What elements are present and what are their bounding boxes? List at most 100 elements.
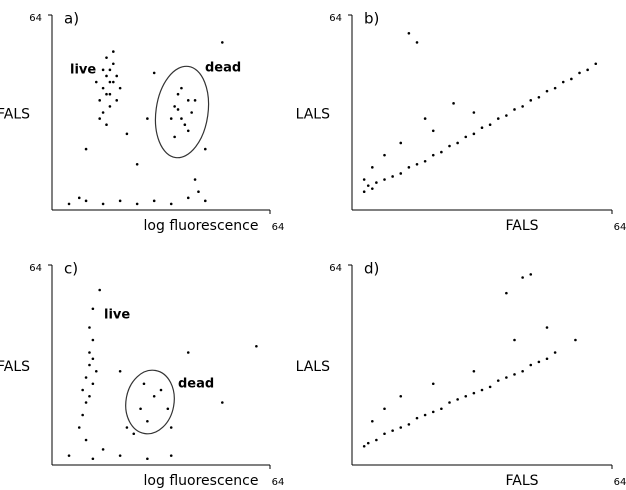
dot [139, 407, 142, 411]
dot [407, 423, 411, 426]
dot [190, 111, 193, 114]
gate [154, 65, 210, 159]
x-tick-label: 64 [272, 477, 285, 488]
dot [81, 388, 84, 392]
dot [101, 202, 105, 206]
dot [383, 178, 386, 181]
dot [108, 92, 112, 96]
dot [67, 454, 71, 457]
dot [496, 117, 500, 120]
dot [125, 132, 129, 136]
dot [186, 196, 190, 200]
dot [118, 369, 122, 373]
dot [391, 429, 394, 432]
dot [81, 413, 84, 417]
dot [570, 77, 573, 81]
dot [105, 74, 108, 78]
annotation: dead [205, 61, 241, 76]
dot [472, 369, 476, 373]
dot [183, 123, 187, 126]
dot [456, 398, 459, 401]
dot [472, 111, 476, 114]
panel-label: a) [64, 10, 79, 28]
dot [203, 199, 207, 203]
dot [101, 111, 105, 114]
dot [142, 382, 146, 386]
dot [545, 326, 549, 329]
dot [88, 394, 91, 398]
dot [118, 454, 122, 457]
dot [472, 391, 476, 395]
dot [391, 175, 394, 178]
dot [180, 117, 183, 120]
dot [166, 407, 170, 411]
dot [112, 80, 115, 84]
dot [440, 150, 443, 154]
dot [193, 99, 197, 102]
dot [480, 126, 484, 130]
dot [146, 457, 149, 461]
y-axis-label: LALS [296, 359, 330, 375]
dot [84, 438, 88, 442]
dot [431, 153, 435, 157]
x-tick-label: 64 [614, 477, 626, 488]
y-tick-label: 64 [329, 263, 342, 274]
dot [399, 426, 403, 429]
dot [399, 394, 403, 398]
dot [118, 86, 122, 90]
dot [371, 187, 374, 190]
dot [423, 413, 427, 417]
dot [505, 291, 508, 295]
dot [159, 388, 163, 392]
dot [537, 95, 541, 99]
dot [464, 135, 468, 139]
dot [132, 432, 136, 436]
dot [84, 376, 88, 379]
dot [105, 92, 108, 96]
dot [505, 114, 508, 117]
x-axis-label: FALS [505, 473, 538, 489]
dot [553, 86, 557, 90]
y-axis-label: FALS [0, 359, 30, 375]
dot [464, 394, 468, 398]
dot [480, 388, 484, 392]
dot [383, 432, 386, 436]
dot [456, 141, 459, 145]
dot [91, 338, 95, 342]
dot [362, 444, 366, 448]
dot [521, 369, 524, 373]
dot [496, 379, 500, 382]
dot [586, 68, 589, 72]
dot [135, 202, 139, 206]
dot [203, 147, 207, 151]
dot [521, 105, 524, 108]
dot [362, 178, 366, 181]
dot [152, 199, 156, 203]
dot [88, 351, 91, 354]
dot [415, 416, 419, 420]
dot [91, 382, 95, 386]
dot [169, 454, 173, 457]
dot [513, 373, 516, 376]
dot [169, 426, 173, 429]
dot [105, 56, 108, 59]
dot [186, 129, 190, 133]
x-axis-label: log fluorescence [144, 473, 259, 489]
dot [407, 31, 411, 35]
dot [594, 62, 598, 66]
dot [77, 426, 81, 429]
dot [221, 401, 224, 404]
dot [186, 99, 190, 102]
dot [513, 338, 516, 342]
dot [375, 181, 378, 184]
dot [448, 144, 451, 148]
dot [84, 401, 88, 404]
dot [108, 68, 112, 72]
dot [383, 407, 386, 411]
x-axis-label: log fluorescence [144, 218, 259, 234]
dot [399, 141, 403, 145]
dot [399, 172, 403, 175]
x-tick-label: 64 [614, 222, 626, 233]
dot [91, 357, 95, 361]
dot [529, 363, 533, 367]
